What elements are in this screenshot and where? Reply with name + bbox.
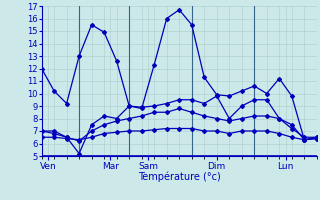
X-axis label: Température (°c): Température (°c) [138,172,220,182]
